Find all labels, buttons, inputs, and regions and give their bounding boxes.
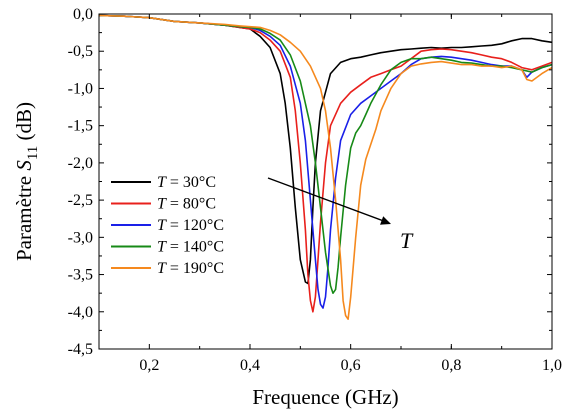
annotation-arrow-line [267, 177, 390, 224]
x-tick-label: 1,0 [542, 357, 562, 374]
x-axis-label: Frequence (GHz) [252, 385, 398, 409]
y-axis-label-var: S [12, 160, 36, 171]
y-axis-label: Paramètre S11 (dB) [12, 102, 41, 261]
y-tick-label: -1,5 [68, 118, 93, 135]
x-tick-label: 0,6 [341, 357, 361, 374]
y-tick-label: -2,0 [68, 155, 93, 172]
y-axis-label-sub: 11 [25, 146, 41, 160]
y-tick-label: -1,0 [68, 80, 93, 97]
y-tick-label: -4,5 [68, 341, 93, 358]
x-tick-label: 0,2 [139, 357, 159, 374]
plot-frame [98, 13, 553, 350]
y-axis-label-unit: (dB) [12, 102, 36, 146]
legend-label-2: T = 80°C [157, 196, 216, 213]
legend: T = 30°C T = 80°C T = 120°C T = 140°C T = 19… [111, 174, 224, 277]
legend-label-3: T = 120°C [157, 217, 224, 234]
legend-label-4: T = 140°C [157, 239, 224, 256]
ticks-layer: 0,2 0,4 0,6 0,8 1,0 0,0 -0,5 -1,0 -1,5 -2,0 -2,5 -3… [68, 6, 562, 374]
y-tick-label: 0,0 [73, 6, 93, 23]
plot-layer [98, 14, 553, 320]
series-line-2 [98, 14, 553, 313]
series-line-4 [98, 14, 553, 294]
y-tick-label: -3,5 [68, 267, 93, 284]
y-axis-label-prefix: Paramètre [12, 171, 36, 261]
x-tick-label: 0,4 [240, 357, 260, 374]
y-tick-label: -3,0 [68, 229, 93, 246]
y-tick-label: -0,5 [68, 43, 93, 60]
annotation: T [267, 177, 414, 253]
series-line-5 [98, 14, 553, 320]
annotation-arrow-head [380, 216, 391, 225]
y-tick-label: -4,0 [68, 304, 93, 321]
legend-label-1: T = 30°C [157, 174, 216, 191]
legend-label-5: T = 190°C [157, 260, 224, 277]
x-tick-label: 0,8 [441, 357, 461, 374]
y-tick-label: -2,5 [68, 192, 93, 209]
annotation-label: T [400, 228, 414, 253]
